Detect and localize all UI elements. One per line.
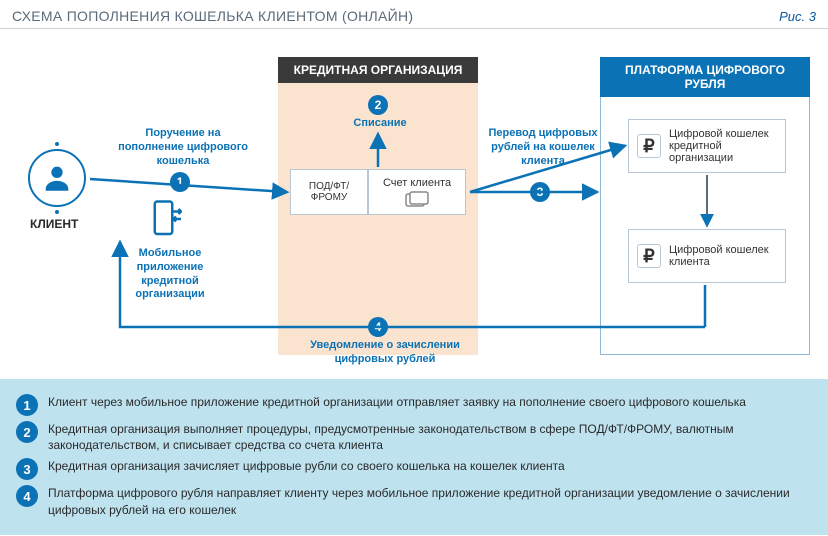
mobile-app-icon [150,199,182,244]
legend-badge-2: 2 [16,421,38,443]
legend-text-1: Клиент через мобильное приложение кредит… [48,394,746,410]
credit-column-header: КРЕДИТНАЯ ОРГАНИЗАЦИЯ [278,57,478,83]
ruble-icon: ₽ [637,244,661,268]
legend: 1 Клиент через мобильное приложение кред… [0,379,828,535]
legend-row: 2 Кредитная организация выполняет процед… [16,421,812,453]
step1-badge: 1 [170,172,190,192]
legend-text-2: Кредитная организация выполняет процедур… [48,421,812,453]
step3-label: Перевод цифровых рублей на кошелек клиен… [488,127,598,168]
diagram-canvas: КРЕДИТНАЯ ОРГАНИЗАЦИЯ ПЛАТФОРМА ЦИФРОВОГ… [0,29,828,379]
step4-badge: 4 [368,317,388,337]
step2-label: Списание [340,117,420,131]
legend-row: 4 Платформа цифрового рубля направляет к… [16,485,812,517]
legend-row: 3 Кредитная организация зачисляет цифров… [16,458,812,480]
mobile-app-label: Мобильное приложение кредитной организац… [110,247,230,302]
podft-box: ПОД/ФТ/ФРОМУ [290,169,368,215]
page-title: СХЕМА ПОПОЛНЕНИЯ КОШЕЛЬКА КЛИЕНТОМ (ОНЛА… [12,8,413,24]
title-bar: СХЕМА ПОПОЛНЕНИЯ КОШЕЛЬКА КЛИЕНТОМ (ОНЛА… [0,0,828,29]
client-wallet-label: Цифровой кошелек клиента [669,244,777,268]
legend-text-4: Платформа цифрового рубля направляет кли… [48,485,812,517]
legend-badge-1: 1 [16,394,38,416]
account-label: Счет клиента [383,177,451,189]
figure-label: Рис. 3 [779,9,816,24]
account-box: Счет клиента [368,169,466,215]
ruble-icon: ₽ [637,134,661,158]
client-label: КЛИЕНТ [30,217,78,231]
legend-badge-3: 3 [16,458,38,480]
client-icon [28,149,86,207]
org-wallet-box: ₽ Цифровой кошелек кредитной организации [628,119,786,173]
org-wallet-label: Цифровой кошелек кредитной организации [669,128,777,164]
platform-column-header: ПЛАТФОРМА ЦИФРОВОГО РУБЛЯ [600,57,810,97]
step3-badge: 3 [530,182,550,202]
step1-label: Поручение на пополнение цифрового кошель… [118,127,248,168]
client-wallet-box: ₽ Цифровой кошелек клиента [628,229,786,283]
legend-row: 1 Клиент через мобильное приложение кред… [16,394,812,416]
legend-text-3: Кредитная организация зачисляет цифровые… [48,458,565,474]
step4-label: Уведомление о зачислении цифровых рублей [300,339,470,367]
legend-badge-4: 4 [16,485,38,507]
step2-badge: 2 [368,95,388,115]
